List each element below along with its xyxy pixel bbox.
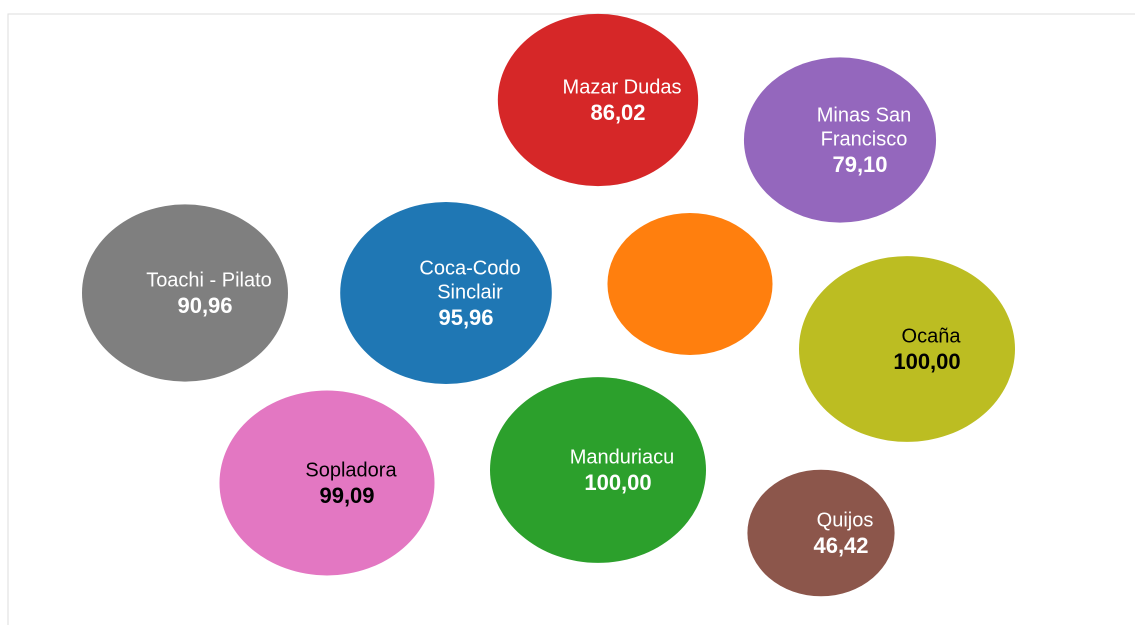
value-label: 90,96 — [177, 293, 232, 318]
value-label: 100,00 — [893, 349, 960, 374]
bubble — [747, 469, 895, 597]
category-label: Coca-Codo — [419, 257, 520, 279]
category-label: Ocaña — [902, 325, 962, 347]
bubble — [490, 377, 706, 563]
category-label: Minas San — [817, 104, 912, 126]
bubble — [743, 57, 937, 223]
value-label: 100,00 — [584, 470, 651, 495]
bubble — [799, 256, 1015, 442]
frame — [7, 13, 1135, 625]
value-label: 95,96 — [438, 305, 493, 330]
category-label: Manduriacu — [570, 446, 675, 468]
category-label: Toachi - Pilato — [146, 269, 272, 291]
value-label: 99,09 — [319, 483, 374, 508]
value-label: 86,02 — [590, 100, 645, 125]
value-label: 46,42 — [813, 533, 868, 558]
bubble — [81, 204, 289, 382]
bubble — [497, 13, 699, 187]
category-label: Francisco — [821, 128, 908, 150]
bubble — [219, 390, 435, 576]
category-label: Sopladora — [305, 459, 397, 481]
category-label: Mazar Dudas — [563, 76, 682, 98]
bubble — [340, 202, 552, 384]
category-label: Quijos — [817, 509, 874, 531]
bubble — [607, 213, 773, 355]
value-label: 79,10 — [832, 152, 887, 177]
category-label: Sinclair — [437, 281, 503, 303]
